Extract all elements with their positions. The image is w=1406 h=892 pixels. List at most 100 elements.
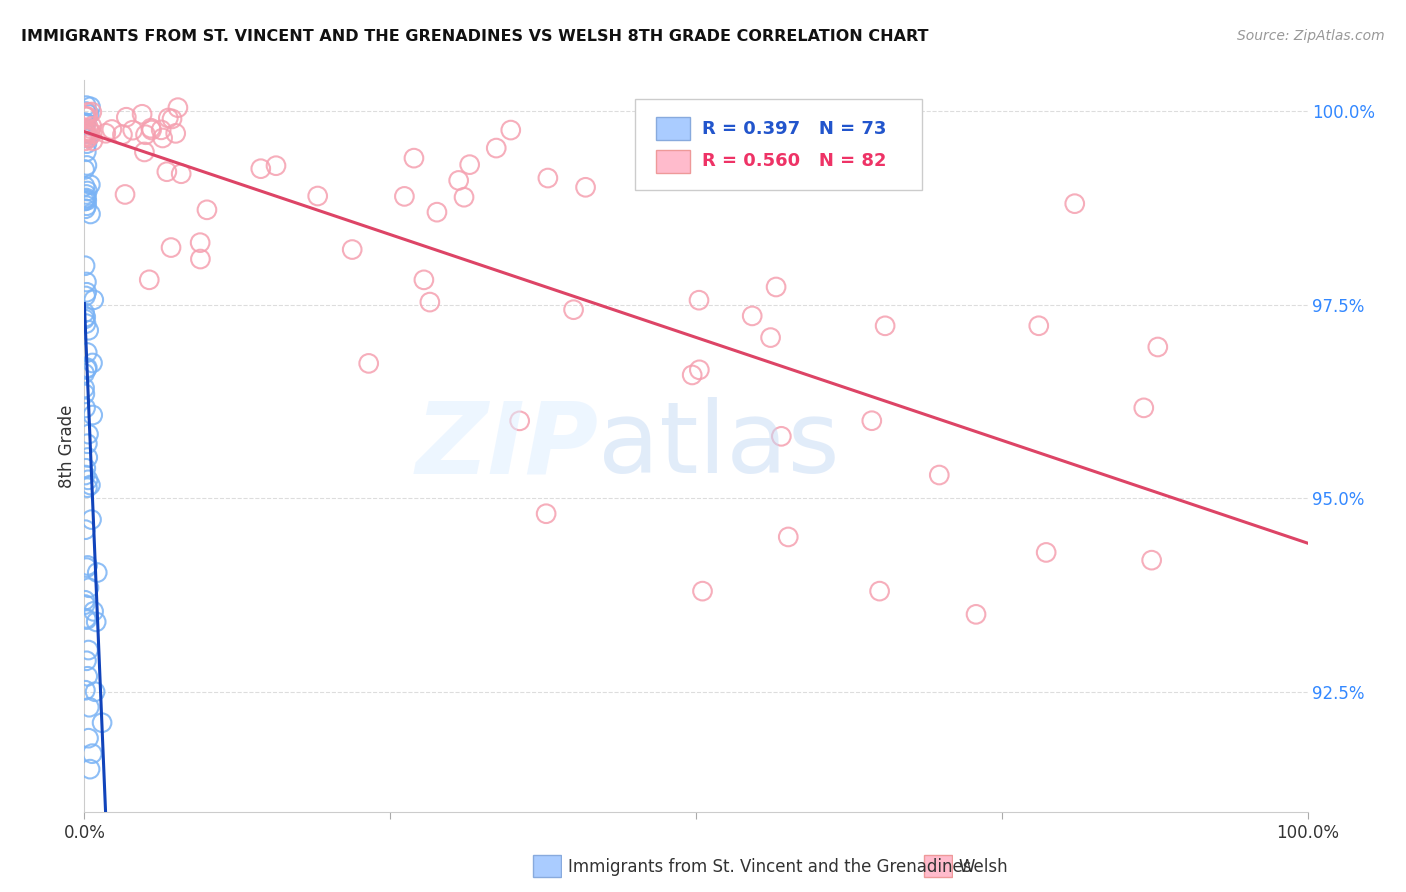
Text: Source: ZipAtlas.com: Source: ZipAtlas.com xyxy=(1237,29,1385,43)
Point xyxy=(131,107,153,121)
Point xyxy=(195,202,218,217)
Point xyxy=(76,184,98,198)
Point xyxy=(111,128,134,142)
Point xyxy=(75,116,97,130)
Point xyxy=(76,285,98,300)
Point xyxy=(412,273,434,287)
Point xyxy=(77,473,100,487)
Text: ZIP: ZIP xyxy=(415,398,598,494)
Point xyxy=(76,199,98,213)
Point xyxy=(75,523,97,537)
Point xyxy=(76,158,98,172)
Point xyxy=(77,643,100,657)
Point xyxy=(76,194,98,208)
Point xyxy=(77,121,100,136)
Point xyxy=(76,105,98,120)
Point xyxy=(86,566,108,580)
Point xyxy=(76,360,98,375)
Point xyxy=(1146,340,1168,354)
Point xyxy=(94,126,117,140)
Point xyxy=(91,715,114,730)
Point xyxy=(1035,545,1057,559)
Point xyxy=(75,129,97,144)
Point xyxy=(688,293,710,308)
Point xyxy=(778,530,800,544)
Point xyxy=(574,180,596,194)
Point xyxy=(357,356,380,370)
Point xyxy=(77,131,100,145)
Bar xyxy=(924,855,952,877)
Point xyxy=(75,310,97,324)
Point xyxy=(869,584,891,599)
Point xyxy=(73,127,96,141)
Point xyxy=(77,427,100,442)
Point xyxy=(80,105,103,120)
Point xyxy=(759,330,782,344)
Point xyxy=(76,123,98,137)
Point xyxy=(139,121,162,136)
Point xyxy=(741,309,763,323)
Point xyxy=(447,173,470,187)
Point xyxy=(75,109,97,123)
Point xyxy=(188,235,211,250)
Bar xyxy=(533,855,561,877)
Point xyxy=(77,700,100,714)
Point xyxy=(453,190,475,204)
Point xyxy=(73,179,96,194)
Point xyxy=(534,507,557,521)
Point xyxy=(394,189,416,203)
Point xyxy=(340,243,363,257)
Text: atlas: atlas xyxy=(598,398,839,494)
Point xyxy=(115,110,138,124)
Point xyxy=(75,275,97,289)
Point xyxy=(860,414,883,428)
Point xyxy=(141,123,163,137)
Point xyxy=(75,104,97,119)
Point xyxy=(82,356,104,370)
Point xyxy=(101,122,124,136)
Point xyxy=(76,136,98,151)
Text: R = 0.560   N = 82: R = 0.560 N = 82 xyxy=(702,153,887,170)
Point xyxy=(499,123,522,137)
Point xyxy=(80,120,103,134)
Point xyxy=(79,178,101,192)
Point xyxy=(83,293,105,307)
Point xyxy=(77,731,100,746)
Text: Welsh: Welsh xyxy=(959,858,1008,876)
Point xyxy=(156,165,179,179)
Point xyxy=(135,128,157,142)
Point xyxy=(75,598,97,612)
Point xyxy=(485,141,508,155)
Point xyxy=(75,187,97,202)
Point xyxy=(82,747,104,761)
Point xyxy=(138,273,160,287)
Point xyxy=(76,436,98,450)
Point xyxy=(75,468,97,483)
Point xyxy=(83,604,105,618)
Point xyxy=(80,513,103,527)
Point xyxy=(76,345,98,359)
Point xyxy=(875,318,897,333)
Point xyxy=(1140,553,1163,567)
Point xyxy=(75,125,97,139)
Point xyxy=(765,280,787,294)
Point xyxy=(170,167,193,181)
Point xyxy=(76,613,98,627)
Y-axis label: 8th Grade: 8th Grade xyxy=(58,404,76,488)
Point xyxy=(73,312,96,326)
Point xyxy=(73,130,96,145)
Point xyxy=(79,100,101,114)
Point xyxy=(75,611,97,625)
Point xyxy=(73,126,96,140)
Point xyxy=(73,593,96,607)
Bar xyxy=(655,150,690,173)
Point xyxy=(160,112,183,126)
Point xyxy=(76,362,98,376)
Point xyxy=(79,478,101,492)
Point xyxy=(1133,401,1156,415)
Point xyxy=(77,107,100,121)
Point xyxy=(692,584,714,599)
Point xyxy=(134,145,156,159)
Point xyxy=(76,654,98,668)
Text: R = 0.397   N = 73: R = 0.397 N = 73 xyxy=(702,120,886,137)
